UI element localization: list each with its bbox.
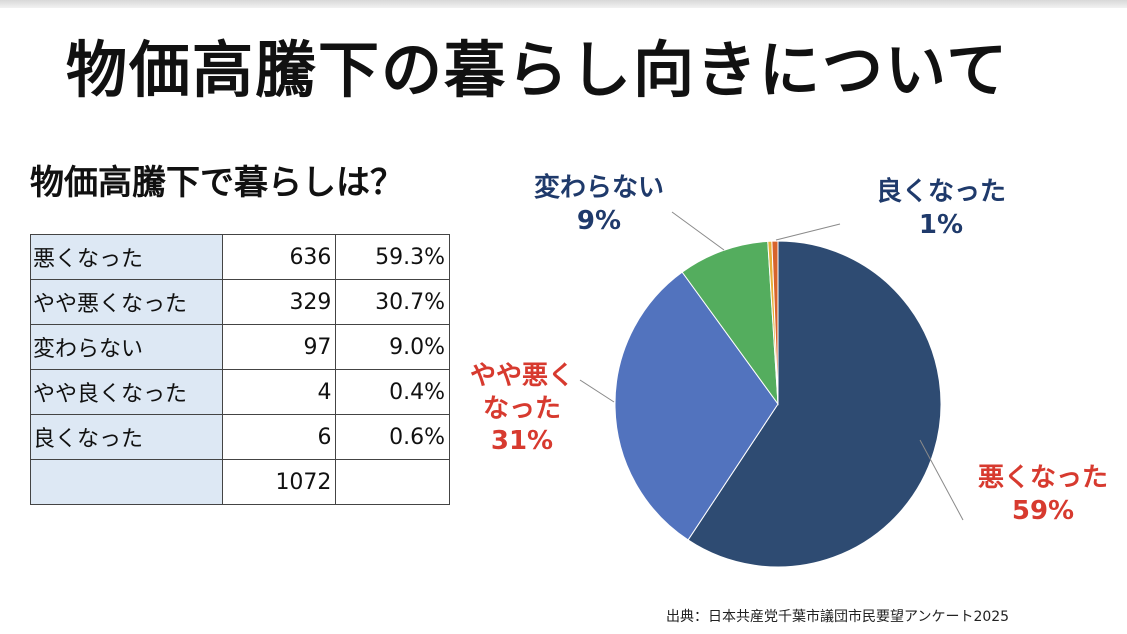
pie-label-better-text: 良くなった (875, 177, 1006, 207)
total-label-cell (30, 459, 223, 505)
source-note: 出典：日本共産党千葉市議団市民要望アンケート2025 (666, 609, 1010, 625)
row-count: 4 (221, 369, 337, 415)
pie-label-better: 良くなった 1% (866, 176, 1016, 241)
pie-label-worse-text: 悪くなった (977, 463, 1108, 493)
row-count: 97 (221, 324, 337, 370)
row-percent: 59.3% (335, 234, 450, 280)
pie-slice-0 (687, 240, 942, 568)
row-label: やや悪くなった (30, 279, 223, 325)
row-percent: 0.6% (335, 414, 450, 460)
pie-label-slightly-worse: やや悪く なった 31% (462, 360, 582, 458)
pie-slice-4 (771, 240, 779, 405)
table-total-row: 1072 (30, 459, 450, 505)
row-label: やや良くなった (30, 369, 223, 415)
pie-label-worse-percent: 59% (1011, 495, 1075, 526)
pie-label-unchanged-text: 変わらない (533, 173, 664, 203)
row-percent: 9.0% (335, 324, 450, 370)
row-count: 6 (221, 414, 337, 460)
row-percent: 30.7% (335, 279, 450, 325)
pie-slices (614, 240, 942, 568)
leader-line-worse (919, 439, 964, 521)
total-percent-cell (335, 459, 450, 505)
table-row: やや良くなった 4 0.4% (30, 369, 450, 415)
leader-line-slightly-worse (579, 379, 615, 403)
pie-slice-2 (681, 240, 779, 406)
row-percent: 0.4% (335, 369, 450, 415)
pie-label-slightly-worse-percent: 31% (490, 426, 554, 456)
pie-slice-1 (614, 271, 779, 541)
table-row: 悪くなった 636 59.3% (30, 234, 450, 280)
pie-label-slightly-worse-text2: なった (482, 393, 561, 424)
leader-line-unchanged (671, 211, 725, 251)
pie-label-slightly-worse-text1: やや悪く (469, 361, 574, 391)
pie-label-unchanged-percent: 9% (576, 205, 622, 236)
row-count: 329 (221, 279, 337, 325)
total-count: 1072 (221, 459, 337, 505)
table-row: やや悪くなった 329 30.7% (30, 279, 450, 325)
leader-line-better (775, 223, 841, 241)
table-row: 良くなった 6 0.6% (30, 414, 450, 460)
table-heading: 物価高騰下で暮らしは？ (30, 163, 404, 203)
pie-label-worse: 悪くなった 59% (968, 462, 1118, 527)
pie-label-unchanged: 変わらない 9% (524, 172, 674, 237)
leader-lines (579, 211, 964, 521)
top-bar (0, 0, 1127, 8)
row-label: 良くなった (30, 414, 223, 460)
results-table: 悪くなった 636 59.3% やや悪くなった 329 30.7% 変わらない … (30, 234, 450, 505)
pie-label-better-percent: 1% (918, 209, 964, 240)
page-title: 物価高騰下の暮らし向きについて (66, 35, 1010, 106)
